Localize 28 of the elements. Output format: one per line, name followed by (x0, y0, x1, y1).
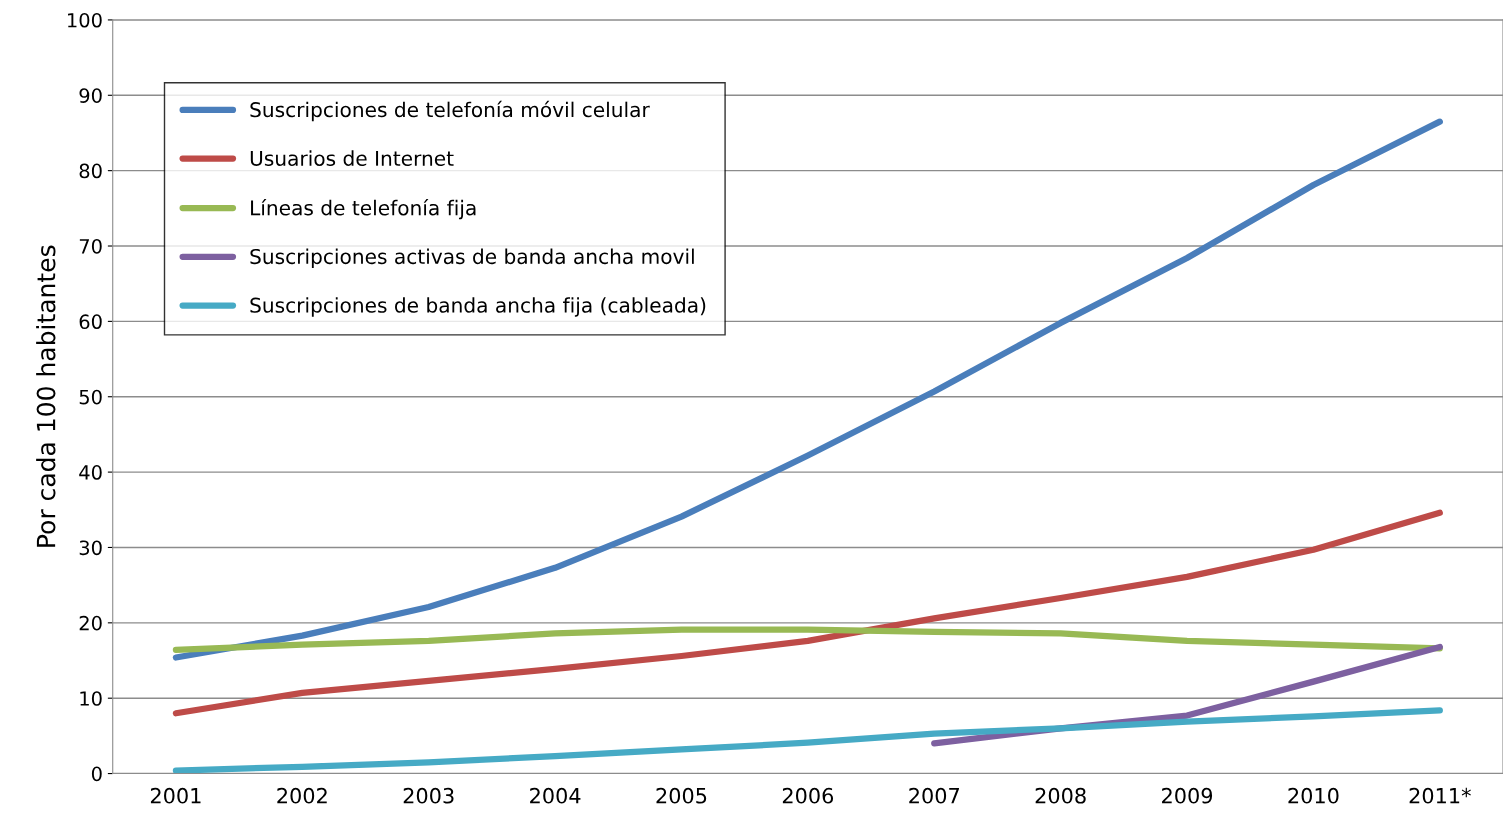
x-tick-label: 2008 (1035, 787, 1086, 804)
x-tick-label: 2004 (530, 787, 581, 804)
x-tick-label: 2006 (782, 787, 834, 804)
legend-label: Suscripciones de telefonía móvil celular (250, 100, 650, 122)
y-tick-label: 90 (79, 88, 102, 103)
x-tick-label: 2005 (656, 787, 707, 804)
y-tick-label: 60 (79, 314, 102, 330)
legend-label: Líneas de telefonía fija (251, 199, 476, 220)
y-axis-title: Por cada 100 habitantes (36, 245, 56, 547)
x-tick-label: 2009 (1162, 787, 1213, 804)
x-tick-label: 2001 (150, 787, 201, 804)
legend-label: Suscripciones de banda ancha fija (cableada) (250, 297, 706, 317)
y-tick-label: 10 (80, 691, 102, 706)
y-tick-label: 50 (79, 389, 102, 405)
y-tick-label: 40 (79, 465, 102, 480)
x-tick-label: 2007 (909, 787, 959, 804)
x-tick-label: 2002 (277, 787, 327, 804)
y-tick-label: 20 (79, 615, 102, 631)
y-tick-label: 30 (79, 540, 102, 556)
x-tick-label: 2003 (403, 787, 454, 804)
legend-label: Usuarios de Internet (250, 150, 454, 166)
y-tick-label: 100 (68, 12, 102, 28)
y-tick-label: 80 (79, 163, 102, 179)
x-tick-label: 2010 (1288, 787, 1339, 804)
x-tick-label: 2011* (1409, 787, 1471, 804)
y-tick-label: 70 (79, 238, 102, 254)
y-tick-label: 0 (91, 766, 102, 782)
legend-label: Suscripciones activas de banda ancha movil (250, 248, 694, 269)
